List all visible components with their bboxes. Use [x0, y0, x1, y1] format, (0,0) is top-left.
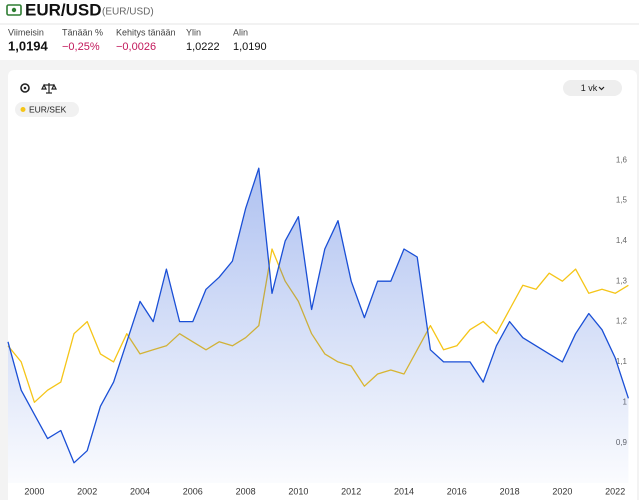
stat-label: Kehitys tänään	[116, 27, 176, 37]
y-tick-label: 1,2	[616, 317, 628, 326]
range-select[interactable]: 1 vk	[563, 80, 622, 96]
plot: 0,911,11,21,31,41,51,6200020022004200620…	[7, 155, 630, 496]
page-subtitle: (EUR/USD)	[102, 7, 154, 18]
stat-value: −0,25%	[62, 41, 100, 53]
y-tick-label: 1,1	[616, 357, 628, 366]
y-tick-label: 1,6	[616, 155, 628, 164]
x-tick-label: 2010	[288, 486, 308, 496]
money-icon	[6, 4, 22, 16]
x-tick-label: 2016	[447, 486, 467, 496]
x-tick-label: 2002	[77, 486, 97, 496]
stat-value: 1,0190	[233, 41, 267, 53]
x-tick-label: 2018	[500, 486, 520, 496]
y-tick-label: 1,4	[616, 236, 628, 245]
legend-label: EUR/SEK	[29, 104, 67, 114]
legend: EUR/SEK	[15, 102, 79, 117]
x-tick-label: 2004	[130, 486, 150, 496]
stat-value: 1,0194	[8, 38, 49, 53]
stat-value: −0,0026	[116, 41, 156, 53]
x-tick-label: 2012	[341, 486, 361, 496]
page-title: EUR/USD	[25, 0, 102, 19]
stat-label: Ylin	[186, 27, 201, 37]
x-tick-label: 2014	[394, 486, 414, 496]
stat-label: Tänään %	[62, 27, 103, 37]
compare-button[interactable]	[41, 83, 57, 94]
header-bg	[0, 0, 639, 60]
range-label[interactable]: 1 vk	[581, 83, 598, 93]
y-tick-label: 1,3	[616, 276, 628, 285]
x-tick-label: 2020	[552, 486, 572, 496]
x-tick-label: 2008	[236, 486, 256, 496]
stat-label: Viimeisin	[8, 27, 44, 37]
stat-label: Alin	[233, 27, 248, 37]
x-tick-label: 2022	[605, 486, 625, 496]
stat-value: 1,0222	[186, 41, 220, 53]
legend-chip[interactable]	[15, 102, 79, 117]
x-tick-label: 2006	[183, 486, 203, 496]
settings-button[interactable]	[20, 83, 30, 93]
x-tick-label: 2000	[24, 486, 44, 496]
legend-dot	[20, 107, 26, 112]
area	[8, 168, 629, 483]
line	[7, 167, 630, 464]
y-tick-label: 1,5	[616, 196, 628, 205]
